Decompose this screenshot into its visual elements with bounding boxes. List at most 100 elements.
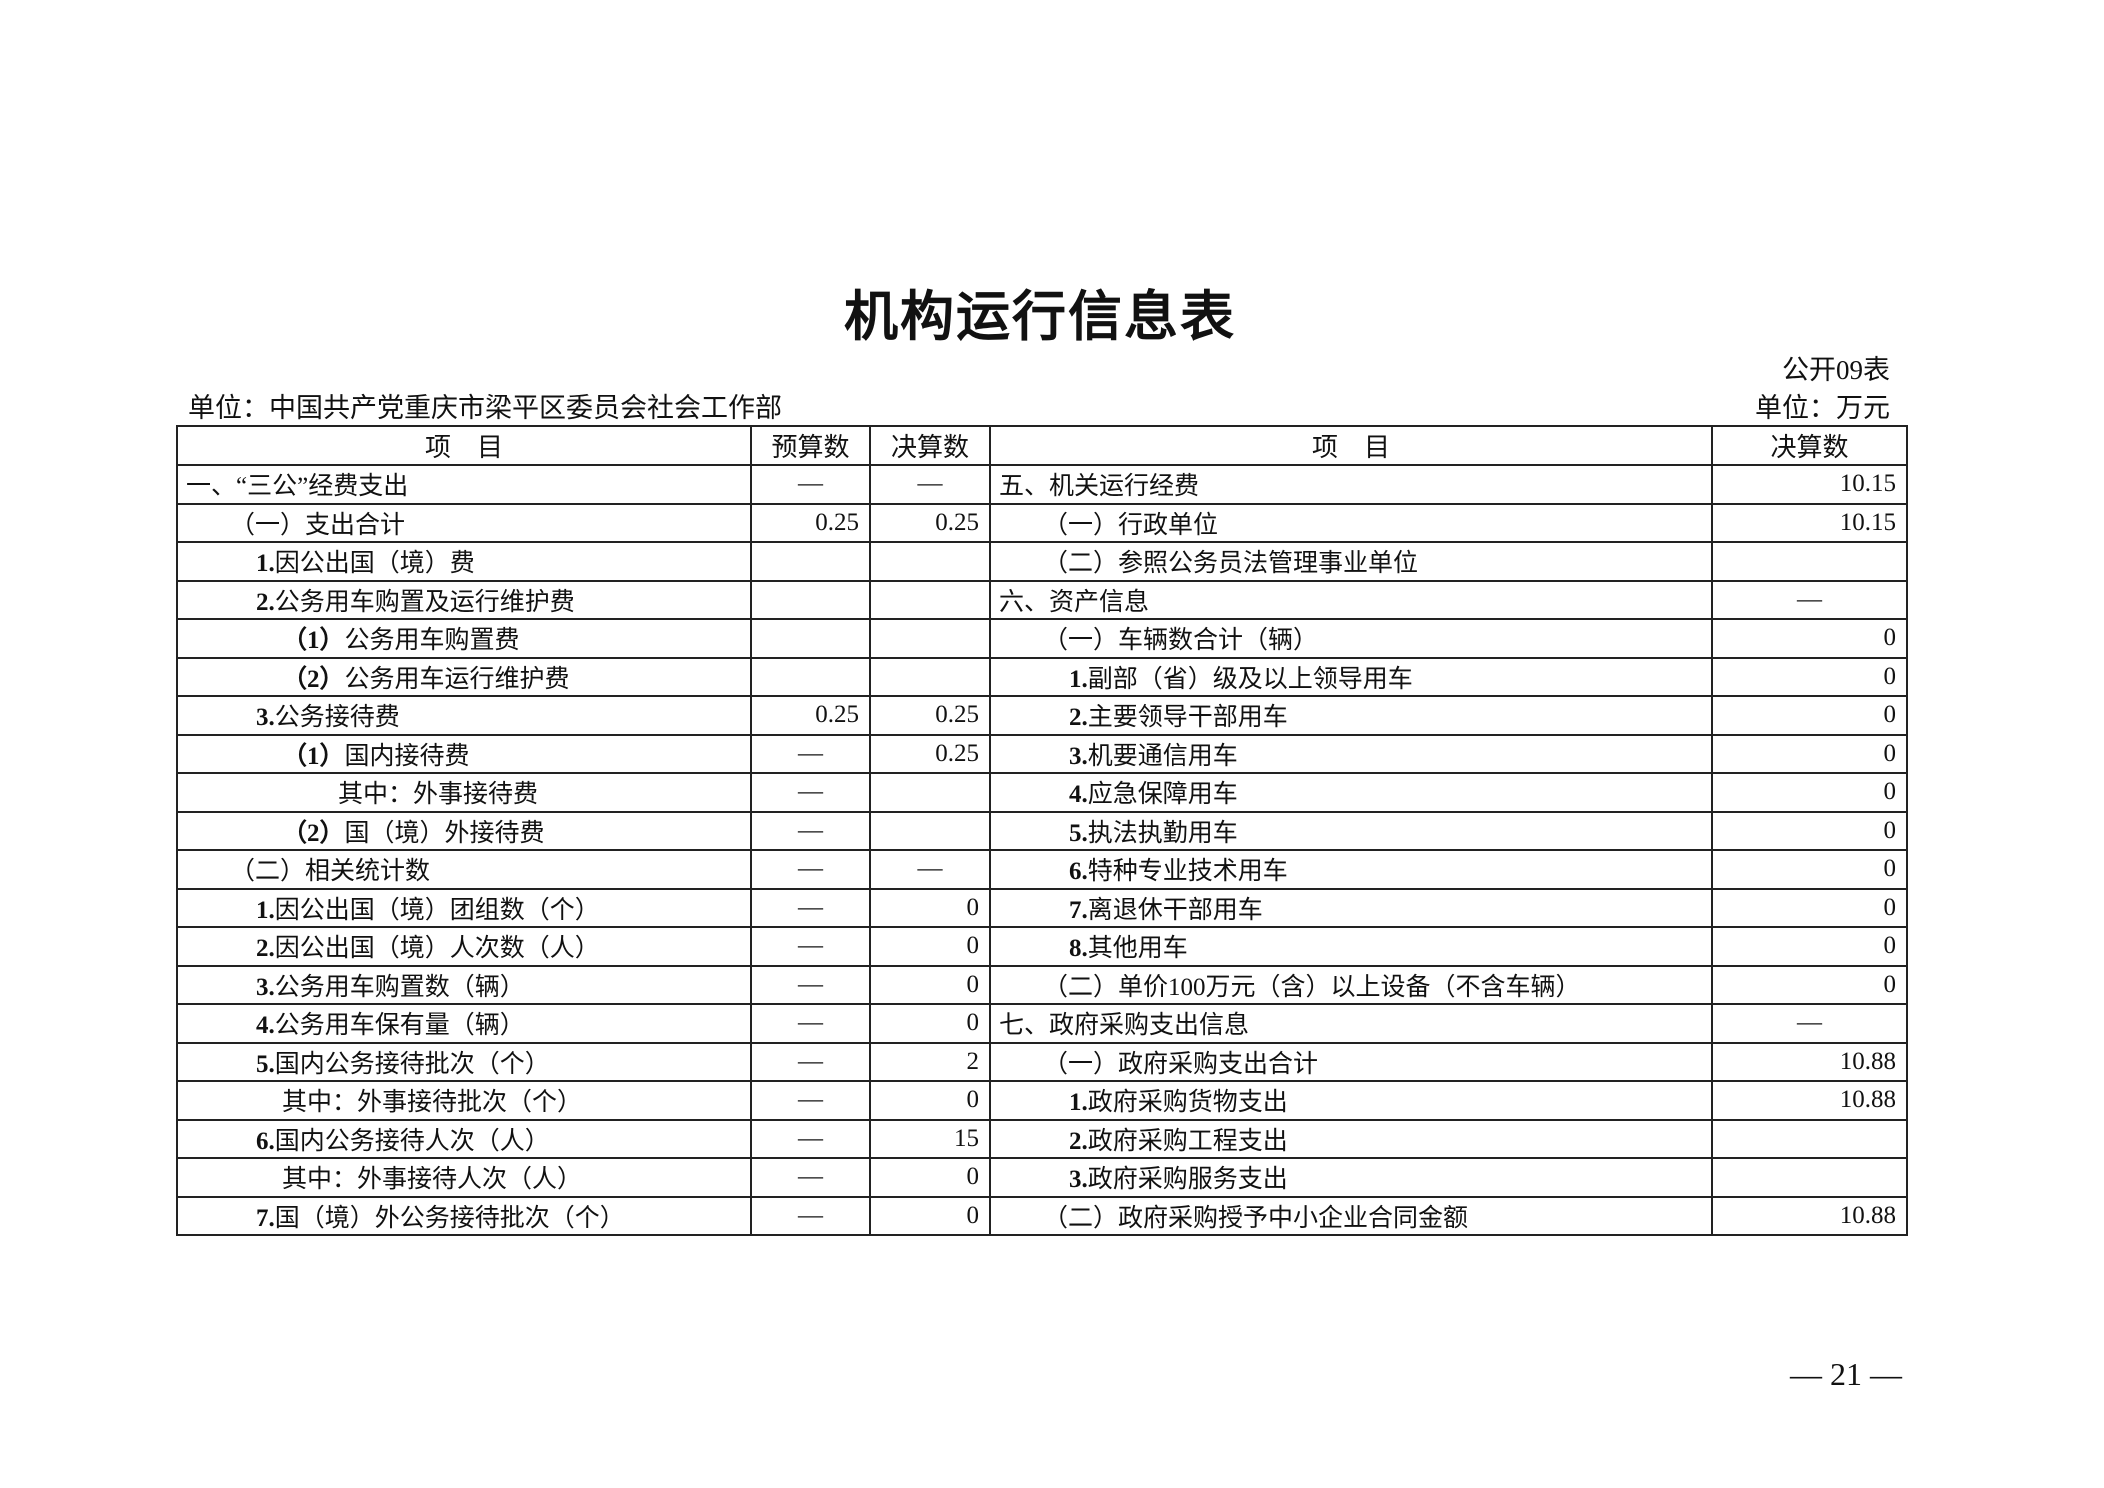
right-item-cell: 1.政府采购货物支出 (989, 1080, 1713, 1121)
budget-value (750, 579, 871, 620)
item-label: 政府采购工程支出 (1087, 1127, 1288, 1155)
left-item-cell: 6.国内公务接待人次（人） (176, 1118, 752, 1159)
item-label: （二）政府采购授予中小企业合同金额 (1043, 1204, 1469, 1232)
item-label: 其他用车 (1087, 935, 1188, 963)
item-label: 国内接待费 (344, 742, 470, 770)
final-value: 0.25 (869, 733, 991, 774)
item-label: 五、机关运行经费 (999, 473, 1200, 501)
budget-value: — (750, 1195, 871, 1236)
budget-value: — (750, 733, 871, 774)
final-value: 0 (869, 964, 991, 1005)
right-item-cell: （二）参照公务员法管理事业单位 (989, 541, 1713, 582)
final-value: 0 (1711, 656, 1908, 697)
item-label: （二）参照公务员法管理事业单位 (1043, 550, 1419, 578)
item-label: 公务用车运行维护费 (344, 665, 570, 693)
table-row: 其中：外事接待人次（人） —0 3.政府采购服务支出 (176, 1157, 1908, 1198)
final-value: 10.15 (1711, 502, 1908, 543)
item-number: 1. (256, 896, 275, 924)
item-number: 4. (256, 1012, 275, 1040)
final-value: 0 (1711, 849, 1908, 890)
budget-value: — (750, 1080, 871, 1121)
item-number: 1. (1069, 1089, 1088, 1117)
item-label: 主要领导干部用车 (1087, 704, 1288, 732)
left-item-cell: 3.公务接待费 (176, 695, 752, 736)
item-label: 机要通信用车 (1087, 742, 1238, 770)
item-label: 执法执勤用车 (1087, 819, 1238, 847)
item-label: 公务用车保有量（辆） (274, 1012, 525, 1040)
final-value (1711, 1157, 1908, 1198)
item-label: 副部（省）级及以上领导用车 (1087, 665, 1413, 693)
left-item-cell: 5.国内公务接待批次（个） (176, 1041, 752, 1082)
right-item-cell: （二）单价100万元（含）以上设备（不含车辆） (989, 964, 1713, 1005)
table-row: （1）公务用车购置费 （一）车辆数合计（辆） 0 (176, 618, 1908, 659)
left-item-cell: 其中：外事接待费 (176, 772, 752, 813)
table-row: （1）国内接待费 —0.25 3.机要通信用车 0 (176, 733, 1908, 774)
final-value (869, 656, 991, 697)
budget-value: — (750, 926, 871, 967)
table-row: 3.公务用车购置数（辆） —0 （二）单价100万元（含）以上设备（不含车辆） 0 (176, 964, 1908, 1005)
item-number: （1） (282, 742, 345, 770)
right-item-cell: 2.政府采购工程支出 (989, 1118, 1713, 1159)
table-row: （一）支出合计 0.25 0.25 （一）行政单位 10.15 (176, 502, 1908, 543)
budget-value: — (750, 849, 871, 890)
table-row: 5.国内公务接待批次（个） —2 （一）政府采购支出合计 10.88 (176, 1041, 1908, 1082)
left-item-cell: 3.公务用车购置数（辆） (176, 964, 752, 1005)
item-number: 3. (256, 704, 275, 732)
left-item-cell: 7.国（境）外公务接待批次（个） (176, 1195, 752, 1236)
item-label: 政府采购服务支出 (1087, 1166, 1288, 1194)
final-value: 0 (1711, 964, 1908, 1005)
item-label: 公务用车购置数（辆） (274, 973, 525, 1001)
final-value: 0.25 (869, 695, 991, 736)
final-value: 15 (869, 1118, 991, 1159)
item-number: 5. (256, 1050, 275, 1078)
header-item-left: 项 目 (176, 425, 752, 466)
item-label: 国内公务接待人次（人） (274, 1127, 550, 1155)
final-value (869, 772, 991, 813)
item-label: 一、“三公”经费支出 (186, 473, 409, 501)
item-number: 3. (1069, 742, 1088, 770)
right-item-cell: 7.离退休干部用车 (989, 887, 1713, 928)
item-number: （1） (282, 627, 345, 655)
table-row: 2.因公出国（境）人次数（人） —0 8.其他用车 0 (176, 926, 1908, 967)
item-label: 因公出国（境）人次数（人） (274, 935, 600, 963)
table-row: 其中：外事接待费 —4.应急保障用车 0 (176, 772, 1908, 813)
final-value: 0 (1711, 772, 1908, 813)
right-item-cell: 六、资产信息 (989, 579, 1713, 620)
final-value: 0 (1711, 695, 1908, 736)
final-value: — (869, 464, 991, 505)
item-number: 2. (1069, 704, 1088, 732)
item-number: 1. (256, 550, 275, 578)
left-item-cell: （2）国（境）外接待费 (176, 810, 752, 851)
left-item-cell: （1）国内接待费 (176, 733, 752, 774)
left-item-cell: （二）相关统计数 (176, 849, 752, 890)
item-label: 国内公务接待批次（个） (274, 1050, 550, 1078)
item-number: 3. (1069, 1166, 1088, 1194)
final-value: 10.15 (1711, 464, 1908, 505)
final-value: 0 (869, 1080, 991, 1121)
institution-operation-table: 项 目 预算数 决算数 项 目 决算数 一、“三公”经费支出 — — 五、机关运行经费… (176, 425, 1908, 1236)
final-value: 0 (869, 1157, 991, 1198)
item-label: 特种专业技术用车 (1087, 858, 1288, 886)
table-header-row: 项 目 预算数 决算数 项 目 决算数 (176, 425, 1908, 466)
budget-value (750, 656, 871, 697)
left-item-cell: 2.公务用车购置及运行维护费 (176, 579, 752, 620)
item-number: 2. (256, 588, 275, 616)
item-label: 六、资产信息 (999, 588, 1150, 616)
table-row: （二）相关统计数 — —6.特种专业技术用车 0 (176, 849, 1908, 890)
form-number: 公开09表 (1782, 355, 1890, 385)
right-item-cell: 1.副部（省）级及以上领导用车 (989, 656, 1713, 697)
final-value: 0 (1711, 810, 1908, 851)
table-row: 1.因公出国（境）团组数（个） —0 7.离退休干部用车 0 (176, 887, 1908, 928)
final-value: 0 (869, 1003, 991, 1044)
item-label: 其中：外事接待人次（人） (282, 1166, 583, 1194)
budget-value (750, 541, 871, 582)
item-label: 因公出国（境）费 (274, 550, 475, 578)
table-row: 4.公务用车保有量（辆） —0 七、政府采购支出信息 — (176, 1003, 1908, 1044)
item-label: 其中：外事接待批次（个） (282, 1089, 583, 1117)
page-number: — 21 — (1790, 1356, 1902, 1392)
item-label: 七、政府采购支出信息 (999, 1012, 1250, 1040)
budget-value: — (750, 887, 871, 928)
item-label: （一）行政单位 (1043, 511, 1219, 539)
table-row: （2）公务用车运行维护费 1.副部（省）级及以上领导用车 0 (176, 656, 1908, 697)
left-item-cell: （2）公务用车运行维护费 (176, 656, 752, 697)
